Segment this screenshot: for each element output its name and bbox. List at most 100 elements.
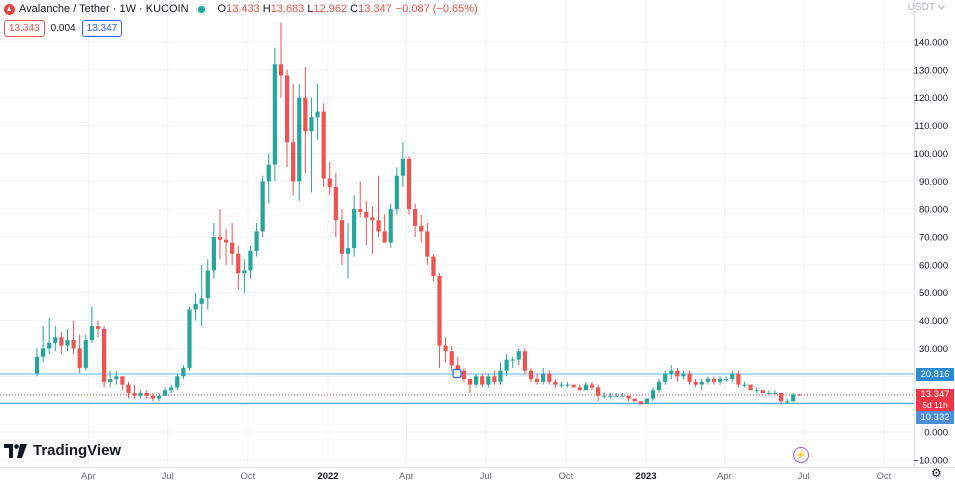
candle-body	[730, 373, 735, 380]
candle	[419, 214, 424, 243]
candle	[547, 370, 552, 385]
candle	[120, 376, 125, 391]
candle-body	[595, 387, 601, 396]
candle-body	[303, 97, 308, 132]
time-axis[interactable]: Apr Jul Oct 2022 Apr Jul Oct 2023 Apr Jul Oct	[81, 471, 892, 480]
candle	[406, 156, 412, 215]
candle	[492, 370, 497, 385]
sell-button[interactable]: 13.343	[4, 20, 45, 37]
candle-body	[120, 376, 125, 385]
candle-body	[522, 351, 527, 371]
candle	[480, 373, 485, 388]
candle	[583, 381, 588, 391]
candle-body	[455, 365, 460, 371]
candle-body	[760, 390, 765, 393]
candle-body	[797, 394, 802, 396]
candle-body	[504, 359, 509, 371]
candle	[626, 395, 631, 402]
candle	[284, 69, 290, 168]
candle	[236, 245, 241, 290]
candle-body	[339, 220, 345, 254]
candle	[114, 370, 119, 385]
low-value: 12.962	[313, 3, 348, 15]
flash-icon[interactable]: ⚡	[793, 447, 809, 463]
candle	[364, 200, 369, 246]
candle-body	[577, 387, 582, 391]
candle-body	[114, 376, 119, 380]
candle	[650, 387, 656, 402]
candle	[742, 381, 747, 388]
y-tick-label: 120.000	[914, 93, 948, 104]
candle-body	[236, 253, 241, 274]
candle	[352, 195, 357, 257]
countdown-tag: 5d 11h	[916, 400, 954, 411]
candle	[358, 181, 363, 218]
candle-body	[693, 381, 698, 385]
candle-body	[47, 342, 52, 349]
candle-body	[608, 395, 613, 397]
candle	[785, 398, 790, 405]
candle-body	[388, 209, 393, 243]
candle	[675, 367, 680, 382]
candle	[230, 223, 235, 265]
symbol-legend: Avalanche / Tether · 1W · KUCOIN O 13.433…	[4, 1, 478, 17]
candle-body	[766, 393, 771, 394]
high-value: 13.683	[270, 3, 305, 15]
horizontal-lines	[0, 373, 914, 404]
candle-body	[565, 384, 570, 386]
candle	[730, 370, 735, 382]
candle-body	[510, 359, 515, 361]
market-status-icon[interactable]	[197, 5, 205, 13]
candle	[205, 259, 210, 310]
candle-body	[34, 356, 40, 374]
candle	[193, 292, 198, 321]
candle-body	[205, 270, 210, 299]
candle-body	[327, 178, 332, 187]
candle-body	[77, 348, 82, 368]
currency-selector[interactable]: USDT	[908, 2, 945, 13]
x-tick-label: Oct	[558, 471, 573, 480]
y-tick-label: 100.000	[914, 149, 948, 160]
candle-body	[583, 384, 588, 391]
candle	[766, 390, 771, 394]
tradingview-logo[interactable]: TradingView	[4, 442, 121, 459]
candle-body	[663, 373, 668, 382]
y-tick-label: 40.000	[919, 316, 948, 327]
candle-body	[89, 326, 94, 341]
buy-button[interactable]: 13.347	[81, 20, 123, 37]
x-tick-label: Jul	[480, 471, 492, 480]
gear-icon[interactable]: ⚙	[931, 466, 942, 480]
candle-body	[278, 64, 284, 76]
candle	[681, 370, 686, 380]
candle	[577, 384, 582, 391]
open-value: 13.433	[226, 3, 260, 15]
change-value: −0.087 (−0.65%)	[395, 3, 478, 15]
alert-marker[interactable]	[452, 368, 462, 379]
candle-body	[352, 209, 357, 249]
candle-body	[138, 393, 143, 396]
candle	[65, 328, 70, 352]
tradingview-logo-icon	[4, 443, 27, 458]
candle-body	[736, 373, 741, 385]
candle-body	[364, 211, 369, 218]
candle-body	[553, 381, 558, 385]
candle-body	[699, 381, 704, 385]
candle	[315, 83, 320, 140]
candle	[541, 367, 546, 385]
pair-title[interactable]: Avalanche / Tether · 1W · KUCOIN	[19, 3, 189, 15]
candle-body	[687, 373, 692, 382]
y-tick-label: 50.000	[919, 288, 948, 299]
x-tick-label: Apr	[399, 471, 414, 480]
candle	[522, 348, 527, 374]
candle-body	[59, 337, 64, 346]
candle	[602, 393, 607, 399]
candle	[474, 373, 479, 388]
candle-body	[211, 237, 216, 271]
candle-body	[358, 209, 363, 212]
candle	[437, 273, 442, 368]
candle-body	[650, 390, 656, 399]
candle	[34, 348, 40, 377]
candle-body	[150, 395, 155, 399]
y-tick-label: 90.000	[919, 177, 948, 188]
